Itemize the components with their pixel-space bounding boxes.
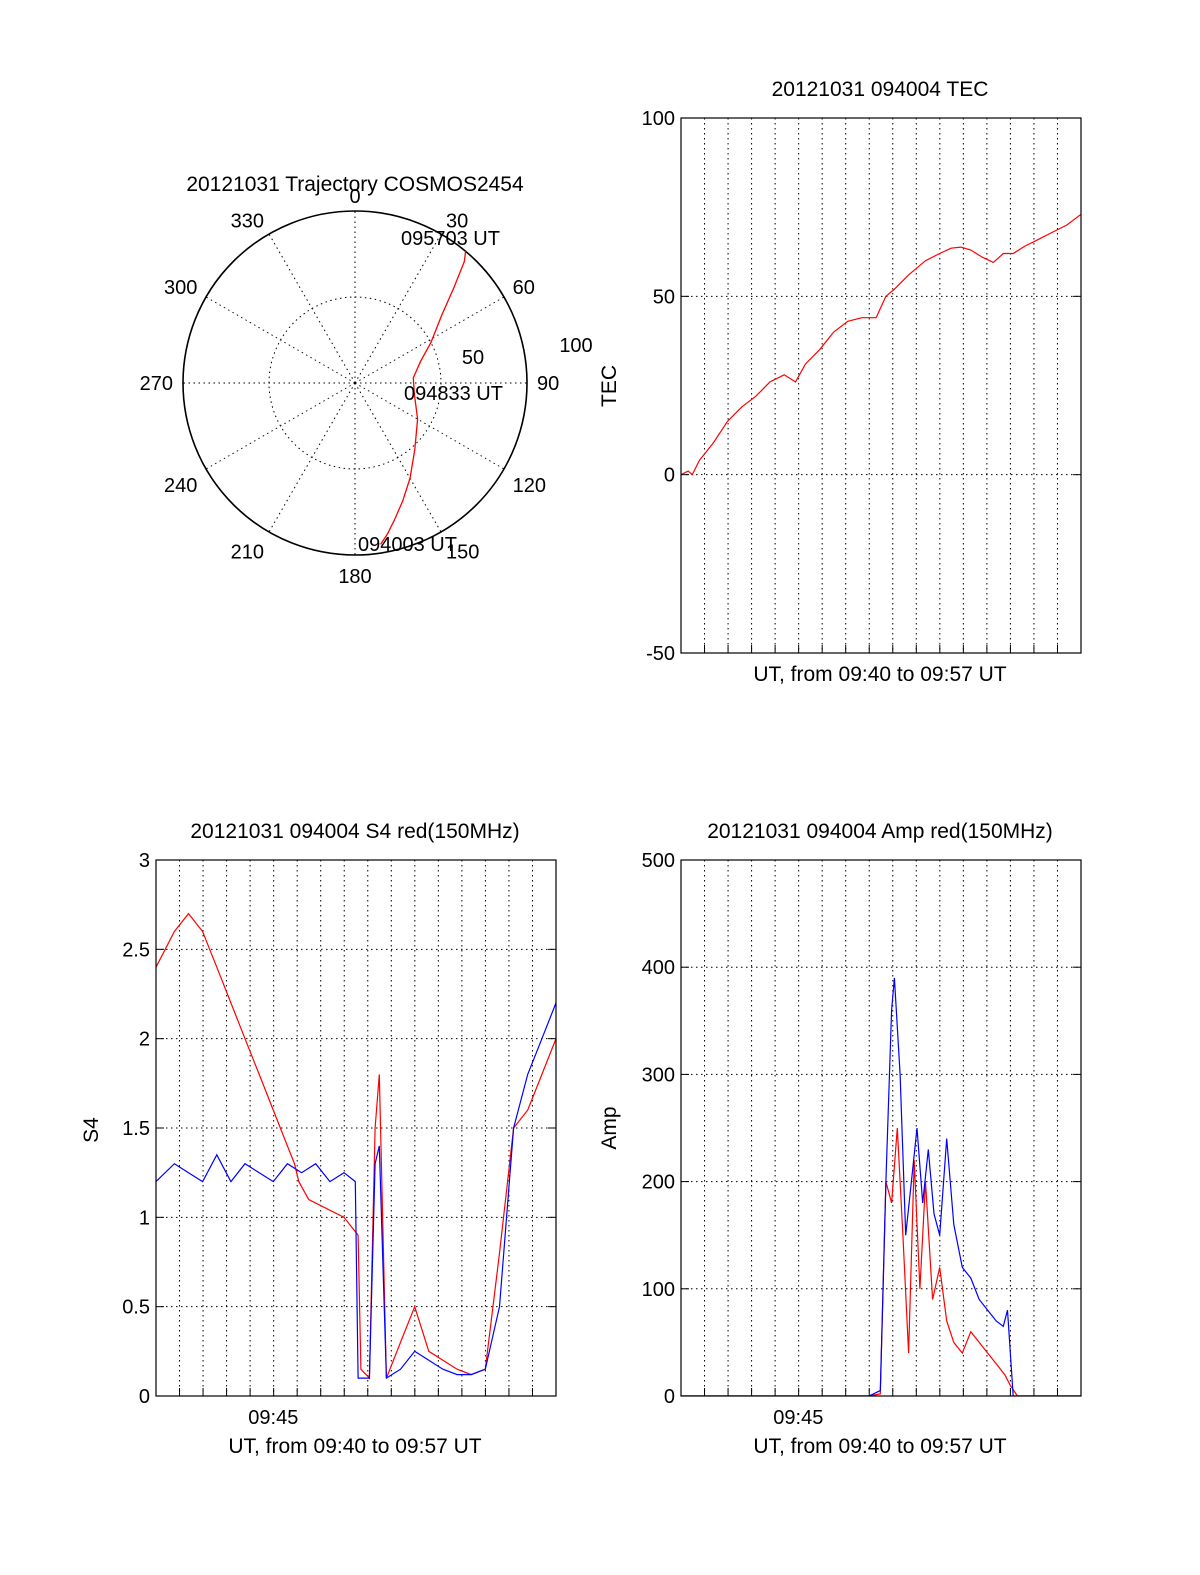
s4-series-blue: [156, 1002, 556, 1380]
polar-angle-label: 60: [513, 277, 535, 299]
polar-angle-label: 180: [338, 566, 371, 588]
amp-title: 20121031 094004 Amp red(150MHz): [707, 820, 1053, 843]
s4-y-tick-label: 0: [139, 1386, 150, 1408]
amp-y-ticks: 0 100 200 300 400 500: [642, 850, 1081, 1408]
tec-series-red: [681, 213, 1081, 476]
tec-plot-frame: [680, 117, 1082, 654]
s4-y-ticks: 0 0.5 1 1.5 2 2.5 3: [122, 850, 556, 1408]
polar-angle-label: 150: [446, 542, 479, 564]
s4-series-red: [156, 912, 556, 1380]
polar-angle-label: 120: [513, 475, 546, 497]
polar-series: [380, 251, 467, 545]
polar-spoke: [205, 296, 356, 384]
polar-time-annotation: 094833 UT: [404, 383, 503, 405]
polar-grid: [182, 210, 528, 556]
polar-spoke: [354, 296, 505, 384]
polar-angle-label: 210: [231, 542, 264, 564]
tec-grid: [681, 117, 1081, 654]
s4-series: [156, 912, 556, 1380]
polar-time-annotation: 094003 UT: [358, 534, 457, 556]
polar-spoke: [268, 382, 356, 533]
tec-y-tick-label: 0: [664, 465, 675, 487]
tec-y-tick-label: -50: [646, 643, 675, 665]
polar-trajectory-line: [380, 251, 467, 545]
amp-y-tick-label: 300: [642, 1064, 675, 1086]
tec-panel: 20121031 094004 TEC -50 0 50 100 UT, from 0…: [598, 78, 1082, 686]
polar-spoke: [354, 382, 442, 533]
tec-y-tick-label: 100: [642, 108, 675, 130]
s4-panel: 20121031 094004 S4 red(150MHz) 0 0.5 1 1.5 2…: [80, 820, 557, 1458]
s4-y-tick-label: 3: [139, 850, 150, 872]
s4-grid: [156, 859, 556, 1397]
polar-outer-ring: [182, 210, 528, 556]
amp-x-label: UT, from 09:40 to 09:57 UT: [753, 1435, 1006, 1458]
polar-angle-label: 30: [446, 210, 468, 232]
tec-y-tick-label: 50: [653, 286, 675, 308]
amp-series-red: [681, 1127, 1081, 1396]
polar-radius-label: 50: [462, 347, 484, 369]
amp-panel: 20121031 094004 Amp red(150MHz) 0 100 200 3…: [598, 820, 1082, 1458]
amp-y-label: Amp: [598, 1106, 621, 1149]
polar-angle-label: 90: [537, 373, 559, 395]
polar-angle-label: 300: [164, 277, 197, 299]
s4-title: 20121031 094004 S4 red(150MHz): [190, 820, 519, 843]
tec-y-ticks: -50 0 50 100: [642, 108, 1081, 665]
polar-angle-label: 240: [164, 475, 197, 497]
tec-x-label: UT, from 09:40 to 09:57 UT: [753, 663, 1006, 686]
polar-angle-label: 0: [349, 186, 360, 208]
polar-angle-label: 330: [231, 210, 264, 232]
polar-radius-labels: 50 100: [462, 335, 593, 369]
polar-ring-50: [268, 296, 442, 470]
polar-angle-label: 270: [140, 373, 173, 395]
tec-y-label: TEC: [598, 365, 621, 407]
amp-x-ticks: 09:45: [680, 1388, 1082, 1429]
polar-time-annotation: 095703 UT: [401, 228, 500, 250]
amp-y-tick-label: 0: [664, 1386, 675, 1408]
s4-x-tick-label: 09:45: [248, 1407, 298, 1429]
amp-series: [681, 977, 1081, 1396]
amp-series-blue: [681, 977, 1081, 1396]
s4-y-tick-label: 2: [139, 1029, 150, 1051]
amp-grid: [681, 859, 1081, 1397]
amp-x-tick-label: 09:45: [773, 1407, 823, 1429]
amp-y-tick-label: 200: [642, 1172, 675, 1194]
s4-x-ticks: 09:45: [155, 1388, 557, 1429]
polar-spoke: [268, 233, 356, 384]
amp-y-tick-label: 100: [642, 1279, 675, 1301]
amp-plot-frame: [680, 859, 1082, 1397]
s4-y-label: S4: [80, 1117, 103, 1143]
tec-series: [681, 213, 1081, 476]
polar-annotations: 095703 UT 094833 UT 094003 UT: [358, 228, 503, 556]
amp-y-tick-label: 400: [642, 957, 675, 979]
s4-y-tick-label: 1: [139, 1207, 150, 1229]
polar-radius-label: 100: [559, 335, 592, 357]
s4-y-tick-label: 0.5: [122, 1297, 150, 1319]
tec-title: 20121031 094004 TEC: [772, 78, 989, 101]
tec-x-ticks: [680, 645, 1082, 653]
s4-x-label: UT, from 09:40 to 09:57 UT: [228, 1435, 481, 1458]
amp-y-tick-label: 500: [642, 850, 675, 872]
s4-y-tick-label: 1.5: [122, 1118, 150, 1140]
s4-y-tick-label: 2.5: [122, 939, 150, 961]
polar-title: 20121031 Trajectory COSMOS2454: [186, 173, 524, 196]
polar-trajectory-panel: 20121031 Trajectory COSMOS2454 0 30 60 90 12…: [140, 173, 593, 588]
polar-angle-labels: 0 30 60 90 120 150 180 210 240 270 300 330: [140, 186, 560, 588]
polar-spoke: [205, 382, 356, 470]
polar-spoke: [354, 233, 442, 384]
